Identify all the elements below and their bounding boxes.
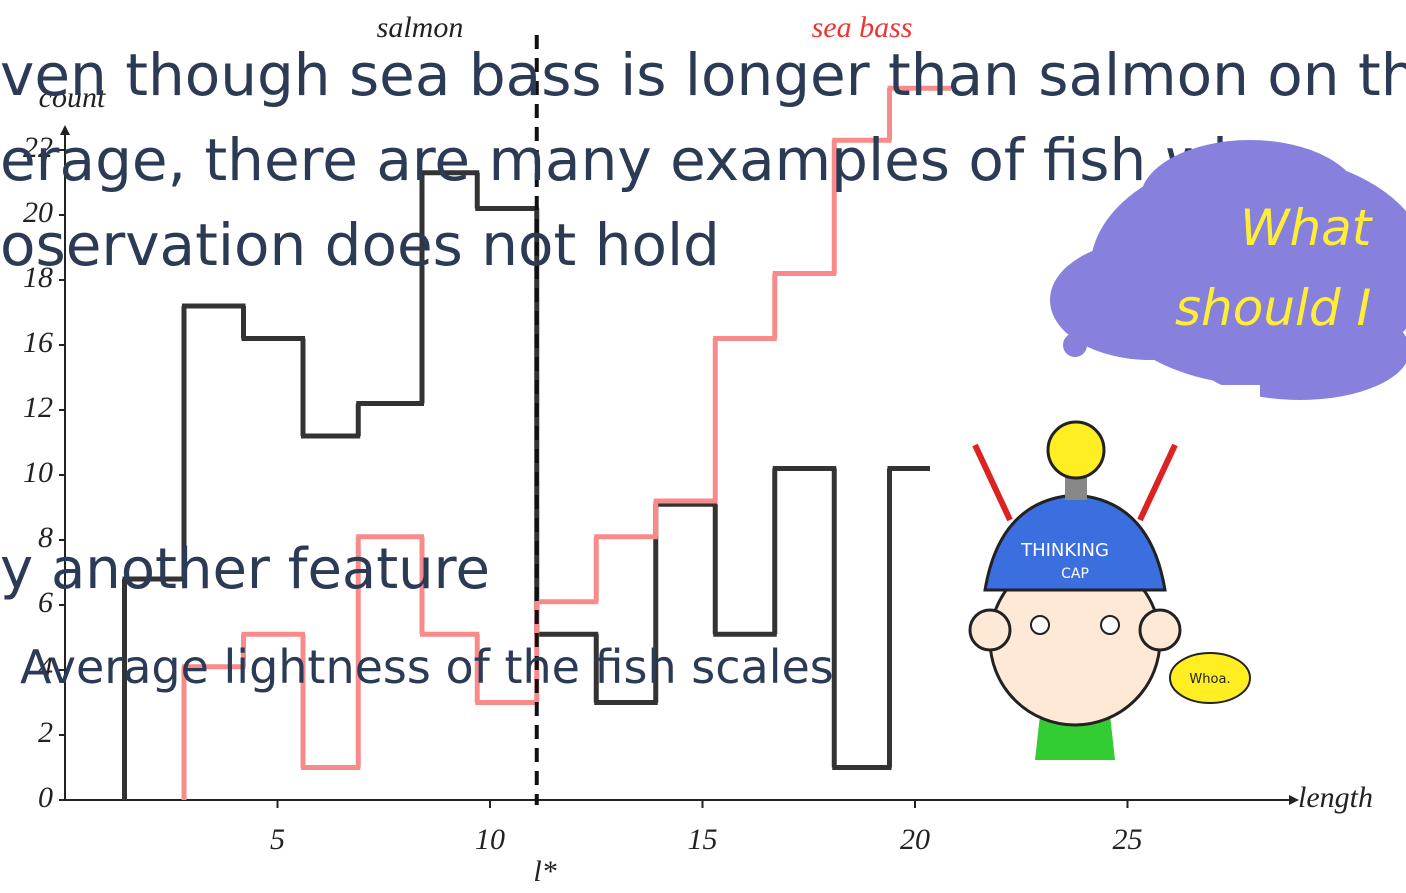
y-tick-label: 2	[38, 716, 53, 749]
slide-text: ven though sea bass is longer than salmo…	[0, 41, 1406, 109]
threshold-label: l*	[533, 855, 556, 888]
slide-text: erage, there are many examples of fish w…	[0, 126, 1249, 194]
x-tick-label: 10	[475, 823, 505, 856]
x-axis-label: length	[1298, 781, 1373, 814]
y-tick-label: 10	[23, 456, 53, 489]
y-tick-label: 16	[23, 326, 53, 359]
slide: salmon sea bass count length l* 02468101…	[0, 0, 1406, 893]
page: salmon sea bass count length l* 02468101…	[0, 0, 1406, 893]
y-tick-label: 0	[38, 781, 53, 814]
x-tick-label: 15	[688, 823, 718, 856]
x-tick-label: 20	[900, 823, 930, 856]
bullet: y another feature	[0, 537, 490, 602]
cap-text: CAP	[1061, 566, 1089, 582]
speech-text: Whoa.	[1189, 672, 1230, 687]
cartoon: THINKING CAP Whoa.	[930, 385, 1260, 765]
y-tick-label: 12	[23, 391, 53, 424]
x-tick-label: 5	[270, 823, 285, 856]
x-tick-label: 25	[1113, 823, 1143, 856]
cap-text: THINKING	[1020, 540, 1109, 561]
series-label: sea bass	[812, 11, 913, 44]
cloud-text: What	[1240, 199, 1374, 257]
cloud-text: should I	[1175, 279, 1371, 337]
sub-bullet: Average lightness of the fish scales	[20, 640, 834, 694]
slide-text: oservation does not hold	[0, 211, 720, 279]
series-label: salmon	[377, 11, 464, 44]
